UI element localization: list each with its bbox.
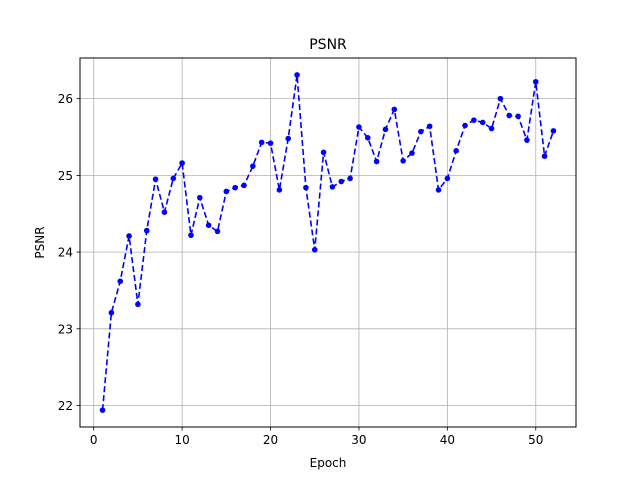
data-point (294, 72, 300, 78)
data-point (179, 160, 185, 166)
data-point (444, 175, 451, 182)
x-tick-label: 50 (528, 433, 543, 447)
data-point (524, 137, 530, 143)
data-point (426, 123, 433, 130)
data-point (99, 407, 106, 413)
data-point (488, 125, 495, 132)
data-point (267, 140, 274, 146)
data-point (214, 228, 221, 235)
x-tick-label: 0 (90, 433, 98, 447)
axis-ticks: 0 10 20 30 40 50 22 23 24 25 26 (58, 92, 544, 447)
data-point (479, 119, 486, 126)
y-tick-label: 22 (58, 399, 73, 413)
data-point (497, 95, 504, 102)
data-point (276, 187, 283, 193)
data-point (258, 139, 265, 146)
data-point (126, 233, 132, 239)
data-point (241, 182, 247, 189)
data-point (143, 227, 150, 234)
data-point (347, 175, 353, 182)
data-point (205, 222, 212, 229)
grid (80, 58, 576, 427)
data-point (223, 188, 230, 195)
data-point (320, 149, 327, 156)
y-tick-label: 26 (58, 92, 73, 106)
x-axis-label: Epoch (310, 456, 347, 470)
data-point (170, 175, 177, 182)
series-layer (99, 72, 557, 413)
data-point (311, 246, 318, 253)
y-tick-label: 25 (58, 169, 73, 183)
x-tick-label: 10 (174, 433, 189, 447)
data-point (329, 184, 336, 190)
data-point (382, 126, 389, 133)
data-point (418, 128, 424, 135)
data-point (161, 209, 168, 215)
data-point (285, 135, 292, 142)
chart-title: PSNR (309, 37, 347, 53)
data-point (250, 163, 256, 169)
data-point (435, 187, 442, 193)
data-point (117, 278, 124, 285)
y-axis-label: PSNR (33, 226, 47, 258)
data-point (338, 178, 345, 185)
y-tick-label: 24 (58, 246, 73, 260)
plot-frame (79, 57, 577, 428)
data-point (550, 128, 557, 134)
data-point (532, 78, 539, 85)
data-point (391, 106, 398, 113)
x-tick-label: 20 (263, 433, 278, 447)
data-point (135, 301, 141, 308)
data-point (462, 122, 468, 129)
data-point (356, 124, 362, 130)
x-tick-label: 40 (440, 433, 455, 447)
data-point (197, 194, 203, 201)
data-point (373, 158, 380, 165)
data-point (108, 309, 115, 316)
data-point (303, 184, 309, 191)
data-point (409, 150, 415, 156)
data-point (400, 158, 406, 164)
x-tick-label: 30 (351, 433, 366, 447)
data-point (453, 148, 460, 154)
data-point (515, 113, 521, 120)
data-point (506, 112, 513, 119)
data-point (232, 184, 238, 191)
data-point (152, 176, 159, 183)
data-point (188, 232, 194, 239)
series-line (101, 74, 555, 411)
y-tick-label: 23 (58, 322, 73, 336)
data-point (541, 153, 548, 159)
data-point (471, 117, 477, 123)
data-point (364, 134, 371, 141)
